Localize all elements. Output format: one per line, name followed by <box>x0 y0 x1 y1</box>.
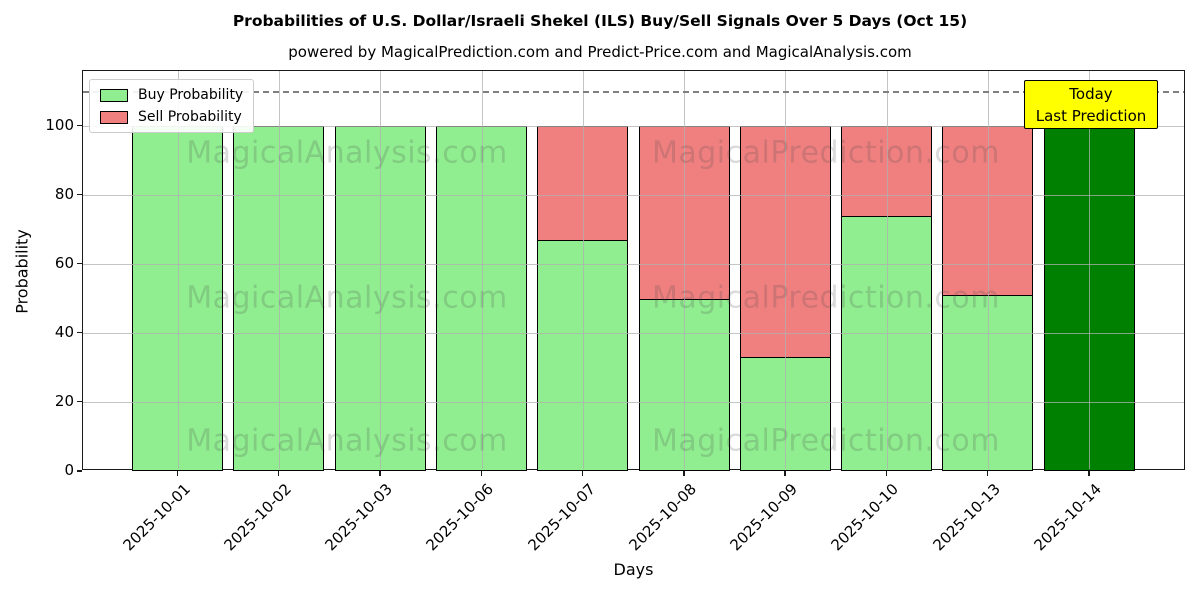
h-gridline-100 <box>83 125 1184 127</box>
x-tick-mark-2025-10-07 <box>581 471 584 476</box>
sell-swatch-icon <box>100 110 128 124</box>
v-gridline-2025-10-07 <box>582 71 584 469</box>
watermark-right-row3: MagicalPrediction.com <box>652 423 1000 459</box>
h-gridline-60 <box>83 263 1184 265</box>
legend-label-buy: Buy Probability <box>138 87 244 103</box>
v-gridline-2025-10-03 <box>380 71 382 469</box>
watermark-left-row2: MagicalAnalysis.com <box>186 280 508 316</box>
watermark-left-row3: MagicalAnalysis.com <box>186 423 508 459</box>
y-tick-mark-0 <box>77 470 82 472</box>
chart-subtitle: powered by MagicalPrediction.com and Pre… <box>288 43 912 61</box>
y-tick-mark-40 <box>77 331 82 334</box>
y-tick-mark-80 <box>77 193 82 196</box>
x-tick-label-2025-10-07: 2025-10-07 <box>524 480 599 555</box>
x-tick-label-2025-10-10: 2025-10-10 <box>827 480 903 555</box>
y-tick-label-40: 40 <box>54 322 74 341</box>
x-tick-mark-2025-10-06 <box>480 471 482 476</box>
y-tick-label-0: 0 <box>64 461 74 479</box>
y-tick-mark-20 <box>77 400 82 403</box>
y-tick-label-100: 100 <box>45 115 74 134</box>
v-gridline-2025-10-06 <box>481 71 483 469</box>
plot-area: MagicalAnalysis.com MagicalPrediction.com… <box>82 70 1185 471</box>
watermark-right-row1: MagicalPrediction.com <box>652 135 1000 171</box>
x-tick-mark-2025-10-10 <box>885 471 888 476</box>
x-axis-label: Days <box>613 560 654 579</box>
v-gridline-2025-10-02 <box>278 71 280 469</box>
x-tick-label-2025-10-08: 2025-10-08 <box>625 480 700 555</box>
buy-swatch-icon <box>100 88 128 102</box>
v-gridline-2025-10-13 <box>987 71 989 469</box>
legend-item-buy: Buy Probability <box>100 87 243 103</box>
v-gridline-2025-10-08 <box>684 71 686 469</box>
x-tick-label-2025-10-02: 2025-10-02 <box>220 480 295 555</box>
x-tick-label-2025-10-01: 2025-10-01 <box>119 480 194 555</box>
x-tick-label-2025-10-14: 2025-10-14 <box>1030 480 1105 555</box>
x-tick-mark-2025-10-08 <box>683 471 685 476</box>
y-tick-mark-100 <box>77 124 82 127</box>
x-tick-mark-2025-10-02 <box>277 471 280 476</box>
y-tick-mark-60 <box>77 262 82 265</box>
v-gridline-2025-10-01 <box>177 71 179 469</box>
legend-item-sell: Sell Probability <box>100 109 243 125</box>
y-tick-label-80: 80 <box>54 184 74 203</box>
y-tick-label-20: 20 <box>54 391 74 410</box>
x-tick-mark-2025-10-13 <box>986 471 989 476</box>
v-gridline-2025-10-09 <box>785 71 787 469</box>
x-tick-mark-2025-10-03 <box>379 471 381 476</box>
today-annotation-line2: Last Prediction <box>1035 106 1147 125</box>
legend: Buy Probability Sell Probability <box>89 79 255 133</box>
watermark-right-row2: MagicalPrediction.com <box>652 280 1000 316</box>
y-axis-label: Probability <box>12 229 32 314</box>
today-annotation: Today Last Prediction <box>1024 80 1158 129</box>
x-tick-mark-2025-10-14 <box>1088 471 1090 476</box>
h-gridline-80 <box>83 194 1184 196</box>
x-tick-mark-2025-10-01 <box>176 471 179 476</box>
v-gridline-2025-10-10 <box>886 71 888 469</box>
threshold-dashed-line <box>83 91 1184 94</box>
watermark-left-row1: MagicalAnalysis.com <box>186 135 508 171</box>
x-tick-mark-2025-10-09 <box>784 471 786 476</box>
y-tick-label-60: 60 <box>54 253 74 272</box>
h-gridline-40 <box>83 332 1184 334</box>
x-tick-label-2025-10-06: 2025-10-06 <box>422 480 498 555</box>
x-tick-label-2025-10-09: 2025-10-09 <box>726 480 802 555</box>
v-gridline-2025-10-14 <box>1089 71 1091 469</box>
legend-label-sell: Sell Probability <box>138 109 242 125</box>
h-gridline-20 <box>83 401 1184 403</box>
x-tick-label-2025-10-13: 2025-10-13 <box>929 480 1004 555</box>
x-tick-label-2025-10-03: 2025-10-03 <box>321 480 396 555</box>
chart-title: Probabilities of U.S. Dollar/Israeli She… <box>232 12 968 30</box>
today-annotation-line1: Today <box>1069 84 1113 103</box>
